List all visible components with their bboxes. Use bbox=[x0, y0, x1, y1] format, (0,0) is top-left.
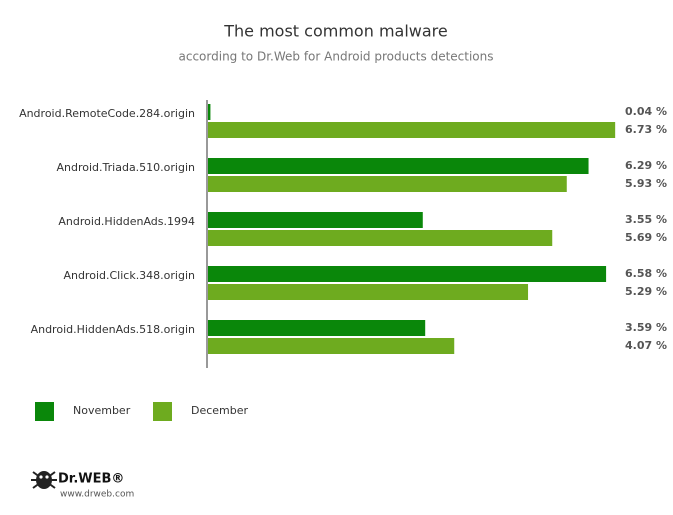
legend-label: November bbox=[73, 404, 131, 417]
value-label: 5.29 % bbox=[625, 285, 667, 298]
value-label: 0.04 % bbox=[625, 105, 667, 118]
bar bbox=[208, 338, 455, 354]
legend-swatch bbox=[153, 402, 172, 421]
bar bbox=[208, 284, 529, 300]
bar bbox=[208, 320, 426, 336]
bar bbox=[208, 158, 589, 174]
value-label: 4.07 % bbox=[625, 339, 667, 352]
legend-swatch bbox=[35, 402, 54, 421]
legend-label: December bbox=[191, 404, 249, 417]
value-label: 6.58 % bbox=[625, 267, 667, 280]
value-label: 6.29 % bbox=[625, 159, 667, 172]
value-label: 3.59 % bbox=[625, 321, 667, 334]
bar bbox=[208, 122, 616, 138]
logo-brand: Dr.WEB® bbox=[58, 472, 124, 487]
chart-title: The most common malware bbox=[223, 22, 447, 41]
value-label: 3.55 % bbox=[625, 213, 667, 226]
category-label: Android.HiddenAds.1994 bbox=[58, 215, 195, 228]
bar bbox=[208, 104, 211, 120]
value-label: 6.73 % bbox=[625, 123, 667, 136]
category-label: Android.Triada.510.origin bbox=[57, 161, 196, 174]
value-label: 5.69 % bbox=[625, 231, 667, 244]
category-label: Android.Click.348.origin bbox=[63, 269, 195, 282]
logo-url: www.drweb.com bbox=[60, 490, 134, 500]
chart-subtitle: according to Dr.Web for Android products… bbox=[179, 50, 494, 64]
logo-icon bbox=[31, 471, 57, 489]
category-label: Android.RemoteCode.284.origin bbox=[19, 107, 195, 120]
bar bbox=[208, 212, 423, 228]
category-label: Android.HiddenAds.518.origin bbox=[31, 323, 195, 336]
value-label: 5.93 % bbox=[625, 177, 667, 190]
bar bbox=[208, 230, 553, 246]
bar bbox=[208, 176, 567, 192]
bar bbox=[208, 266, 607, 282]
